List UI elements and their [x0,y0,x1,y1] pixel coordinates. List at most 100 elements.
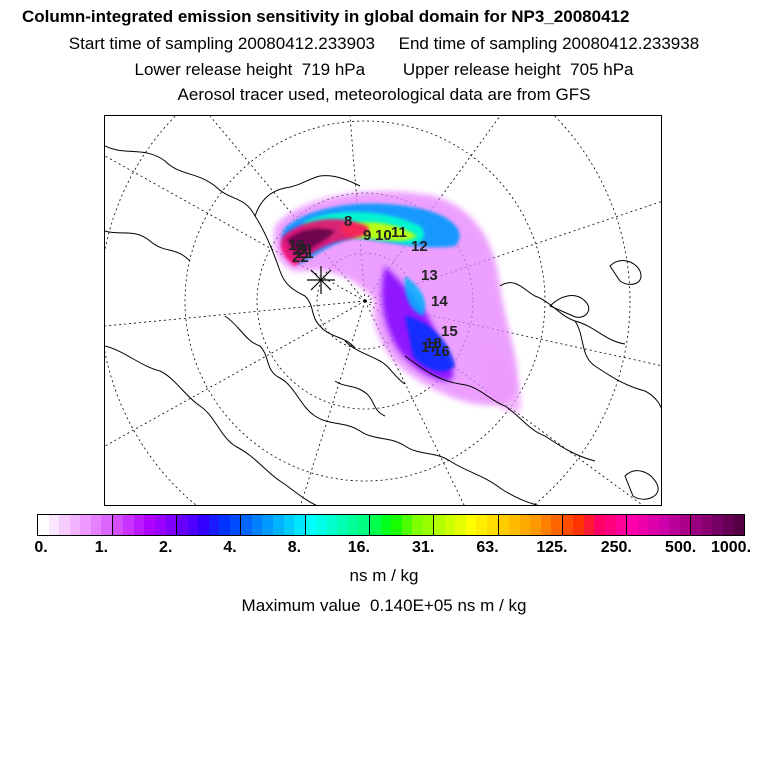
colorbar-swatch [69,515,81,535]
colorbar-unit-label: ns m / kg [349,566,419,585]
colorbar-tick-label: 16. [347,539,370,556]
coastline [404,355,506,407]
meridian-line [364,116,501,302]
colorbar-swatch [561,515,574,535]
latitude-circle [105,116,631,505]
colorbar-swatch [304,515,317,535]
colorbar-swatch [669,515,680,535]
meridian-line [300,300,366,505]
coastline [344,340,406,385]
colorbar-swatch [123,515,134,535]
coastline [105,145,281,272]
coastline [449,460,539,505]
colorbar-swatch [111,515,124,535]
colorbar-swatch [380,515,392,535]
colorbar-tick-label: 63. [476,539,499,556]
colorbar-tick-labels: 0. 1. 2. 4. 8. 16. 31. 63. 125. 250. 500. 1000. [0,538,768,560]
plot-title: Column-integrated emission sensitivity i… [22,7,630,26]
colorbar-swatch [604,515,616,535]
colorbar-swatch [38,515,49,535]
meridian-line [105,300,366,447]
track-number: 15 [441,323,458,340]
colorbar-swatch [273,515,284,535]
colorbar-swatch [615,515,627,535]
colorbar-swatch [262,515,274,535]
colorbar-tick-label: 125. [536,539,568,556]
coastline [334,380,386,417]
track-number: 17 [421,339,438,356]
track-number: 20 [295,241,312,258]
track-number: 14 [431,293,448,310]
coastline [105,230,191,262]
colorbar-swatch [240,515,252,535]
maximum-value-label: Maximum value 0.140E+05 ns m / kg [241,596,527,615]
colorbar-swatch [530,515,541,535]
colorbar-tick-label: 1. [94,539,109,556]
colorbar-swatch [187,515,199,535]
coastline [499,282,626,345]
release-height-line: Lower release height 719 hPa Upper relea… [134,60,634,79]
colorbar-swatch [540,515,552,535]
coastline [574,320,661,409]
meridian-line [364,300,465,505]
coastline [504,405,596,462]
colorbar-swatch [658,515,670,535]
colorbar-tick-label: 0. [34,539,48,556]
colorbar-swatch [412,515,423,535]
colorbar-swatch [551,515,562,535]
colorbar-swatch [347,515,359,535]
colorbar-swatch [626,515,638,535]
colorbar-swatch [391,515,402,535]
colorbar-swatch [294,515,305,535]
colorbar-tick-label: 4. [223,539,237,556]
coastline [234,445,317,505]
colorbar-swatch [422,515,434,535]
colorbar-swatch [594,515,605,535]
map-panel: 8 9 10 11 12 13 14 15 16 17 18 19 20 21 … [104,115,662,506]
colorbar-swatch [144,515,156,535]
colorbar-swatch [648,515,659,535]
sampling-time-line: Start time of sampling 20080412.233903 E… [68,34,700,53]
colorbar-swatch [337,515,348,535]
coastline [224,315,316,417]
colorbar-swatch [476,515,487,535]
colorbar-swatch [283,515,295,535]
colorbar-tick-label: 250. [600,539,632,556]
track-number: 10 [375,227,392,244]
colorbar-swatch [80,515,91,535]
track-number: 13 [421,267,438,284]
coastline [105,345,236,447]
colorbar-swatch [509,515,520,535]
colorbar-tick-label: 1000. [710,539,752,556]
colorbar-swatch [208,515,220,535]
coastline [314,415,451,462]
colorbar-swatch [358,515,369,535]
island-outline [549,295,590,318]
colorbar-tick-label: 8. [287,539,302,556]
colorbar-swatch [155,515,166,535]
colorbar-swatch [326,515,338,535]
colorbar-swatch [701,515,713,535]
colorbar-swatch [165,515,177,535]
polar-map: 8 9 10 11 12 13 14 15 16 17 18 19 20 21 … [105,116,661,505]
colorbar-swatch [712,515,723,535]
meridian-line [105,300,366,327]
emission-sensitivity-plume [274,191,521,412]
colorbar-swatch [486,515,498,535]
colorbar-swatch [573,515,584,535]
island-outline [624,470,659,500]
colorbar-swatch [583,515,595,535]
colorbar-swatch [229,515,241,535]
colorbar-swatch [219,515,230,535]
track-number: 21 [297,245,314,262]
colorbar-swatch [465,515,477,535]
colorbar-swatch [59,515,70,535]
colorbar-tick-label: 500. [665,539,697,556]
colorbar-swatch [723,515,734,535]
colorbar-swatch [637,515,649,535]
colorbar-swatch [679,515,691,535]
latitude-circles [105,116,631,505]
release-location-marker [307,266,335,294]
track-number: 8 [344,213,352,230]
coastlines [105,145,661,505]
